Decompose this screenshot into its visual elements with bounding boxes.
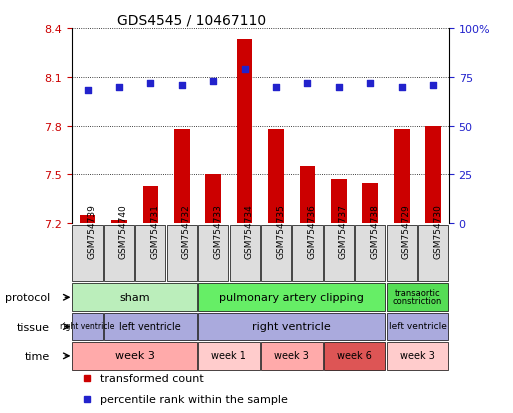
FancyBboxPatch shape <box>387 284 448 311</box>
Text: GSM754734: GSM754734 <box>245 204 253 258</box>
Bar <box>205 175 221 224</box>
Text: percentile rank within the sample: percentile rank within the sample <box>100 394 288 404</box>
Point <box>272 84 280 91</box>
Point <box>429 82 437 89</box>
Text: time: time <box>25 351 50 361</box>
FancyBboxPatch shape <box>198 313 385 340</box>
Bar <box>331 180 347 224</box>
Bar <box>80 216 95 224</box>
Text: transformed count: transformed count <box>100 374 204 384</box>
FancyBboxPatch shape <box>418 225 448 282</box>
FancyBboxPatch shape <box>104 313 197 340</box>
Text: week 1: week 1 <box>211 350 246 361</box>
Point <box>303 80 311 87</box>
Text: tissue: tissue <box>17 322 50 332</box>
Text: sham: sham <box>120 292 150 302</box>
FancyBboxPatch shape <box>198 342 260 370</box>
Text: right ventricle: right ventricle <box>252 321 331 331</box>
FancyBboxPatch shape <box>72 284 197 311</box>
FancyBboxPatch shape <box>104 225 134 282</box>
Text: GSM754729: GSM754729 <box>402 204 411 258</box>
FancyBboxPatch shape <box>167 225 197 282</box>
Text: week 3: week 3 <box>400 350 435 361</box>
Bar <box>268 130 284 224</box>
Text: week 3: week 3 <box>274 350 309 361</box>
Text: GDS4545 / 10467110: GDS4545 / 10467110 <box>117 14 266 28</box>
Point <box>209 78 218 85</box>
Text: GSM754739: GSM754739 <box>88 204 96 258</box>
Text: week 6: week 6 <box>337 350 372 361</box>
Text: GSM754730: GSM754730 <box>433 204 442 258</box>
FancyBboxPatch shape <box>72 342 197 370</box>
FancyBboxPatch shape <box>387 342 448 370</box>
Point <box>366 80 374 87</box>
Point <box>115 84 123 91</box>
Text: GSM754735: GSM754735 <box>276 204 285 258</box>
FancyBboxPatch shape <box>261 225 291 282</box>
Text: GSM754738: GSM754738 <box>370 204 379 258</box>
Text: transaortic
constriction: transaortic constriction <box>393 288 442 306</box>
Bar <box>143 186 158 224</box>
Text: right ventricle: right ventricle <box>61 322 115 331</box>
FancyBboxPatch shape <box>198 284 385 311</box>
Text: left ventricle: left ventricle <box>388 322 446 331</box>
FancyBboxPatch shape <box>292 225 323 282</box>
Bar <box>425 126 441 224</box>
Text: protocol: protocol <box>5 292 50 303</box>
Bar <box>111 221 127 224</box>
Text: GSM754732: GSM754732 <box>182 204 191 258</box>
Point <box>146 80 154 87</box>
Text: GSM754737: GSM754737 <box>339 204 348 258</box>
Text: GSM754740: GSM754740 <box>119 204 128 258</box>
Text: GSM754733: GSM754733 <box>213 204 222 258</box>
FancyBboxPatch shape <box>72 225 103 282</box>
FancyBboxPatch shape <box>387 225 417 282</box>
Text: week 3: week 3 <box>115 350 154 361</box>
Point <box>335 84 343 91</box>
FancyBboxPatch shape <box>324 225 354 282</box>
Bar <box>363 183 378 224</box>
Bar <box>394 130 409 224</box>
Text: left ventricle: left ventricle <box>120 321 181 331</box>
FancyBboxPatch shape <box>229 225 260 282</box>
Bar <box>174 130 190 224</box>
Text: GSM754731: GSM754731 <box>150 204 160 258</box>
Point <box>398 84 406 91</box>
FancyBboxPatch shape <box>324 342 385 370</box>
FancyBboxPatch shape <box>387 313 448 340</box>
Bar <box>237 40 252 224</box>
FancyBboxPatch shape <box>261 342 323 370</box>
Point <box>177 82 186 89</box>
Text: GSM754736: GSM754736 <box>307 204 317 258</box>
Point <box>241 66 249 73</box>
Bar <box>300 167 315 224</box>
FancyBboxPatch shape <box>135 225 166 282</box>
Point <box>84 88 92 95</box>
FancyBboxPatch shape <box>72 313 103 340</box>
FancyBboxPatch shape <box>198 225 228 282</box>
FancyBboxPatch shape <box>355 225 385 282</box>
Text: pulmonary artery clipping: pulmonary artery clipping <box>220 292 364 302</box>
